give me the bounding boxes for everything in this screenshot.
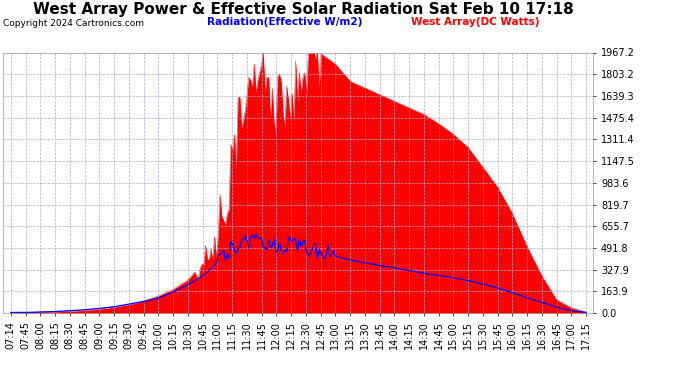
Text: West Array(DC Watts): West Array(DC Watts) bbox=[411, 17, 539, 27]
Text: Copyright 2024 Cartronics.com: Copyright 2024 Cartronics.com bbox=[3, 19, 144, 28]
Text: Radiation(Effective W/m2): Radiation(Effective W/m2) bbox=[207, 17, 362, 27]
Text: West Array Power & Effective Solar Radiation Sat Feb 10 17:18: West Array Power & Effective Solar Radia… bbox=[33, 2, 574, 17]
